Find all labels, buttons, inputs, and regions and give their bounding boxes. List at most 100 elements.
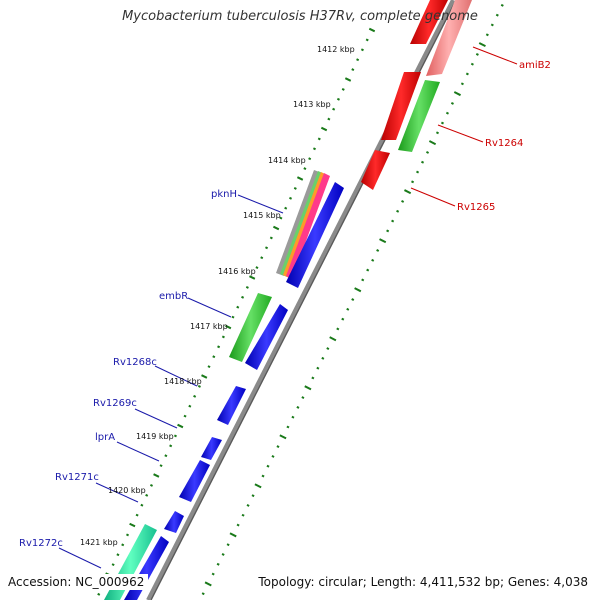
ruler-tick [246, 504, 250, 507]
ruler-tick [121, 543, 125, 547]
ruler-tick [221, 553, 225, 556]
ruler-tick [173, 434, 177, 438]
ruler-tick [316, 366, 320, 370]
ruler-tick [177, 423, 184, 429]
page-title: Mycobacterium tuberculosis H37Rv, comple… [122, 9, 478, 24]
gene-feature-red-2 [381, 72, 421, 140]
ruler-tick [327, 117, 331, 121]
ruler-tick [475, 52, 479, 56]
ruler-tick [485, 33, 489, 37]
gene-label-pknH[interactable]: pknH [211, 189, 237, 200]
ruler-tick [308, 157, 312, 161]
ruler-tick [371, 258, 375, 262]
ruler-tick [396, 209, 400, 213]
gene-feature-Rv1271c [164, 511, 184, 533]
ruler-tick [303, 167, 307, 171]
ruler-tick [478, 42, 486, 48]
kbp-label: 1412 kbp [317, 45, 355, 54]
ruler-tick [149, 483, 153, 487]
ruler-tick [344, 77, 352, 82]
ruler-tick [386, 229, 390, 233]
ruler-tick [421, 160, 425, 164]
ruler-tick [193, 394, 197, 398]
ruler-tick [188, 404, 192, 408]
gene-feature-blue-pknH [286, 182, 344, 288]
ruler-tick [159, 464, 163, 468]
gene-feature-Rv1269c [201, 437, 222, 460]
label-leader-lprA [116, 441, 160, 462]
gene-label-Rv1272c[interactable]: Rv1272c [19, 538, 63, 549]
ruler-tick [465, 72, 469, 76]
ruler-tick [272, 225, 280, 231]
ruler-tick [212, 355, 216, 359]
ruler-tick [241, 295, 245, 299]
ruler-tick [204, 581, 212, 587]
ruler-tick [251, 494, 255, 498]
ruler-tick [216, 562, 220, 566]
ruler-tick [279, 434, 287, 440]
ruler-tick [284, 206, 288, 210]
ruler-tick [229, 532, 237, 538]
ruler-tick [495, 13, 499, 17]
ruler-tick [404, 189, 412, 195]
kbp-label: 1420 kbp [108, 486, 146, 495]
ruler-tick [97, 592, 101, 596]
ruler-tick [411, 180, 415, 184]
ruler-tick [379, 238, 387, 244]
ruler-tick [201, 592, 205, 596]
ruler-tick [201, 374, 208, 379]
gene-label-embR[interactable]: embR [159, 291, 188, 302]
gene-feature-Rv1268c [217, 386, 246, 425]
ruler-tick [425, 151, 430, 154]
ruler-tick [271, 454, 275, 458]
ruler-tick [236, 305, 240, 309]
ruler-tick [376, 249, 380, 252]
label-leader-Rv1271c [95, 482, 139, 503]
ruler-tick [428, 140, 437, 146]
ruler-tick [164, 454, 168, 458]
ruler-tick [304, 385, 312, 391]
gene-label-Rv1271c[interactable]: Rv1271c [55, 472, 99, 483]
ruler-tick [254, 483, 262, 489]
gene-label-lprA[interactable]: lprA [95, 432, 115, 443]
ruler-tick [269, 236, 273, 240]
label-leader-amiB2 [472, 46, 518, 65]
ruler-tick [416, 170, 420, 174]
gene-label-Rv1265[interactable]: Rv1265 [457, 202, 495, 213]
kbp-label: 1415 kbp [243, 211, 281, 220]
gene-label-amiB2[interactable]: amiB2 [519, 60, 551, 71]
label-leader-Rv1272c [58, 547, 102, 569]
label-leader-Rv1265 [410, 187, 456, 207]
accession-text: Accession: NC_000962 [4, 574, 149, 590]
ruler-tick [356, 58, 360, 62]
ruler-tick [129, 522, 136, 528]
ruler-tick [391, 219, 395, 223]
kbp-label: 1416 kbp [218, 267, 256, 276]
gene-feature-blue-embR [245, 304, 288, 370]
ruler-tick [326, 347, 330, 350]
ruler-tick [361, 278, 365, 282]
ruler-tick [490, 23, 494, 27]
gene-label-Rv1264[interactable]: Rv1264 [485, 138, 523, 149]
ruler-tick [365, 38, 369, 42]
gene-feature-amiB2-red [410, 0, 448, 44]
gene-feature-Rv1264 [398, 80, 440, 152]
ruler-tick [460, 82, 464, 86]
topology-text: Topology: circular; Length: 4,411,532 bp… [254, 574, 592, 590]
ruler-tick [291, 415, 295, 419]
ruler-tick [500, 3, 504, 7]
gene-label-Rv1268c[interactable]: Rv1268c [113, 357, 157, 368]
gene-label-Rv1269c[interactable]: Rv1269c [93, 398, 137, 409]
ruler-tick [255, 266, 259, 270]
ruler-tick [321, 356, 325, 360]
ruler-tick [470, 62, 474, 66]
ruler-tick [183, 414, 187, 418]
ruler-tick [312, 147, 316, 151]
ruler-tick [288, 196, 293, 200]
ruler-tick [329, 336, 337, 342]
ruler-tick [296, 176, 304, 181]
ruler-tick [169, 444, 173, 448]
ruler-tick [293, 186, 297, 190]
label-leader-embR [187, 297, 232, 318]
